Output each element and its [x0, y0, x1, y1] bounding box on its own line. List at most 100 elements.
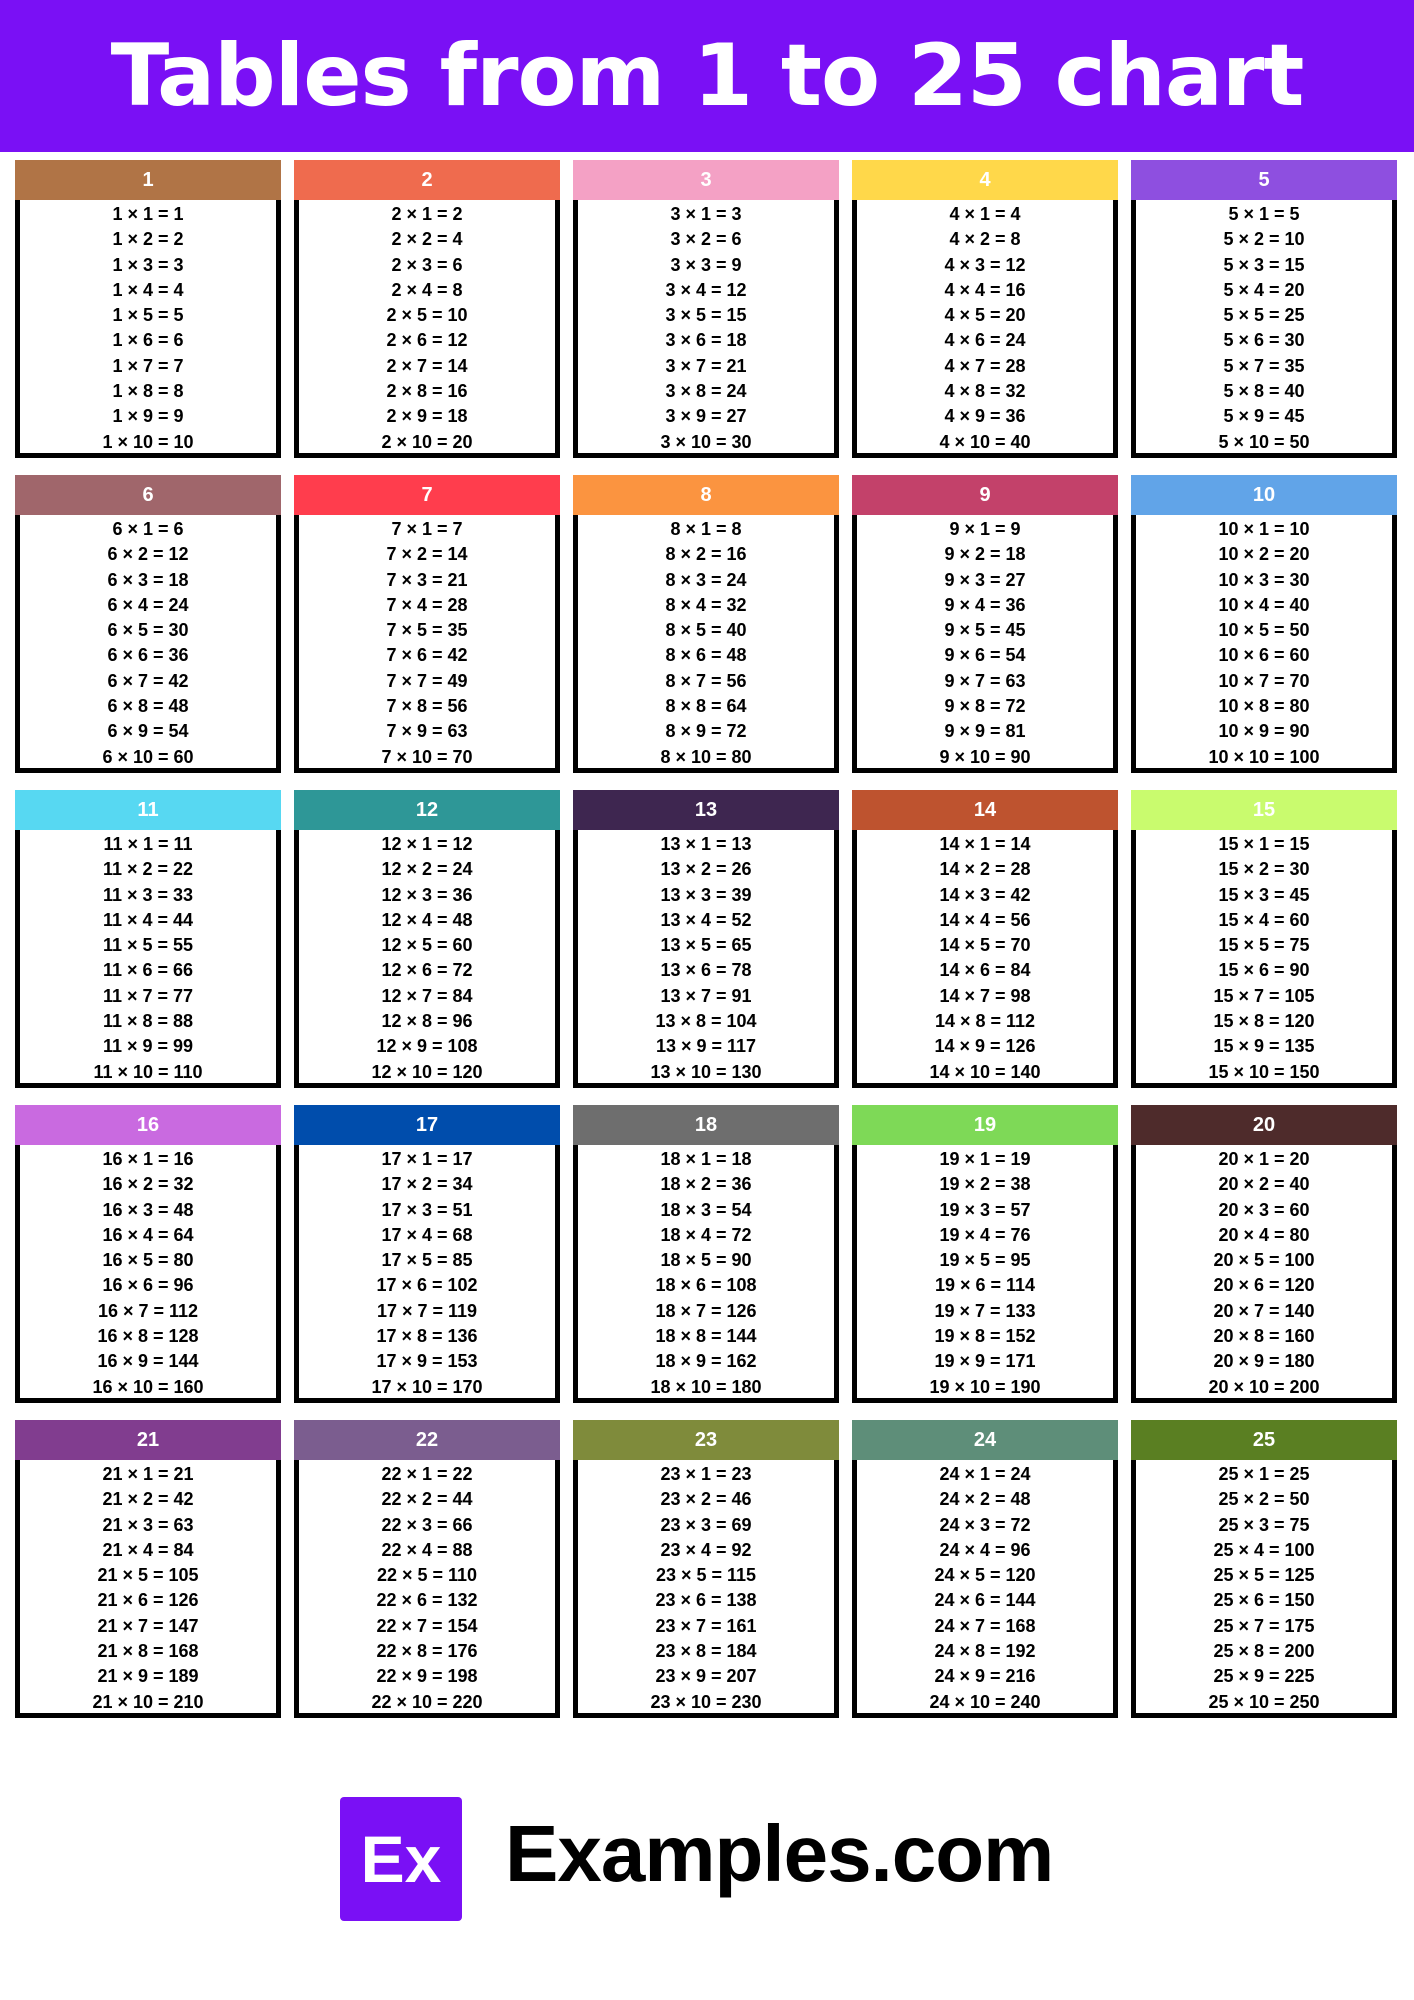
table-header: 17: [294, 1105, 560, 1145]
table-row: 25 × 3 = 75: [1218, 1514, 1310, 1535]
table-row: 20 × 5 = 100: [1213, 1250, 1315, 1271]
page-title: Tables from 1 to 25 chart: [110, 26, 1305, 126]
table-row: 13 × 4 = 52: [660, 909, 752, 930]
table-card-18: 18 18 × 1 = 18 18 × 2 = 36 18 × 3 = 54 18 × …: [573, 1105, 839, 1403]
table-row: 22 × 3 = 66: [381, 1514, 473, 1535]
table-row: 11 × 9 = 99: [102, 1036, 194, 1057]
table-row: 1 × 7 = 7: [112, 355, 184, 376]
table-row: 13 × 5 = 65: [660, 935, 752, 956]
table-row: 15 × 9 = 135: [1213, 1036, 1315, 1057]
table-card-16: 16 16 × 1 = 16 16 × 2 = 32 16 × 3 = 48 16 × …: [15, 1105, 281, 1403]
table-row: 15 × 6 = 90: [1218, 960, 1310, 981]
table-row: 17 × 6 = 102: [376, 1275, 478, 1296]
table-row: 7 × 1 = 7: [391, 519, 463, 539]
table-row: 2 × 9 = 18: [386, 406, 468, 427]
table-row: 14 × 6 = 84: [939, 960, 1031, 981]
table-row: 10 × 1 = 10: [1218, 519, 1310, 539]
table-row: 16 × 2 = 32: [102, 1174, 194, 1195]
table-row: 25 × 9 = 225: [1213, 1666, 1315, 1687]
table-row: 19 × 1 = 19: [939, 1149, 1031, 1169]
table-row: 14 × 7 = 98: [939, 985, 1031, 1006]
table-card-13: 13 13 × 1 = 13 13 × 2 = 26 13 × 3 = 39 13 × …: [573, 790, 839, 1088]
table-header: 13: [573, 790, 839, 830]
table-card-8: 8 8 × 1 = 8 8 × 2 = 16 8 × 3 = 24 8 × 4 = 32…: [573, 475, 839, 773]
table-body: 9 × 1 = 9 9 × 2 = 18 9 × 3 = 27 9 × 4 = 36 9…: [852, 515, 1118, 773]
table-row: 10 × 8 = 80: [1218, 696, 1310, 717]
table-row: 1 × 9 = 9: [112, 406, 184, 427]
table-row: 23 × 8 = 184: [655, 1641, 757, 1662]
table-row: 18 × 1 = 18: [660, 1149, 752, 1169]
table-row: 18 × 7 = 126: [655, 1300, 757, 1321]
table-row: 5 × 2 = 10: [1223, 229, 1305, 250]
table-row: 8 × 10 = 80: [660, 746, 752, 767]
table-card-10: 10 10 × 1 = 10 10 × 2 = 20 10 × 3 = 30 10 × …: [1131, 475, 1397, 773]
table-row: 24 × 3 = 72: [939, 1514, 1031, 1535]
table-row: 12 × 7 = 84: [381, 985, 473, 1006]
table-row: 17 × 8 = 136: [376, 1326, 478, 1347]
table-row: 17 × 3 = 51: [381, 1199, 473, 1220]
table-row: 14 × 8 = 112: [934, 1011, 1036, 1032]
table-card-5: 5 5 × 1 = 5 5 × 2 = 10 5 × 3 = 15 5 × 4 = 20…: [1131, 160, 1397, 458]
table-header: 4: [852, 160, 1118, 200]
table-row: 8 × 9 = 72: [665, 721, 747, 742]
table-row: 1 × 10 = 10: [102, 431, 194, 452]
table-header: 12: [294, 790, 560, 830]
table-row: 23 × 9 = 207: [655, 1666, 757, 1687]
table-row: 19 × 10 = 190: [929, 1376, 1041, 1397]
table-header: 1: [15, 160, 281, 200]
table-row: 10 × 9 = 90: [1218, 721, 1310, 742]
table-row: 17 × 5 = 85: [381, 1250, 473, 1271]
table-row: 6 × 4 = 24: [107, 594, 189, 615]
table-row: 22 × 7 = 154: [376, 1615, 478, 1636]
table-body: 12 × 1 = 12 12 × 2 = 24 12 × 3 = 36 12 × 4 …: [294, 830, 560, 1088]
table-row: 4 × 3 = 12: [944, 254, 1026, 275]
table-body: 21 × 1 = 21 21 × 2 = 42 21 × 3 = 63 21 × 4 …: [15, 1460, 281, 1718]
table-row: 10 × 5 = 50: [1218, 620, 1310, 641]
table-row: 11 × 5 = 55: [102, 935, 194, 956]
table-row: 22 × 8 = 176: [376, 1641, 478, 1662]
table-body: 5 × 1 = 5 5 × 2 = 10 5 × 3 = 15 5 × 4 = 20 5…: [1131, 200, 1397, 458]
table-body: 20 × 1 = 20 20 × 2 = 40 20 × 3 = 60 20 × 4 …: [1131, 1145, 1397, 1403]
table-row: 7 × 8 = 56: [386, 696, 468, 717]
table-row: 5 × 1 = 5: [1228, 204, 1300, 224]
table-header: 20: [1131, 1105, 1397, 1145]
table-row: 20 × 9 = 180: [1213, 1351, 1315, 1372]
table-body: 3 × 1 = 3 3 × 2 = 6 3 × 3 = 9 3 × 4 = 12 3 ×…: [573, 200, 839, 458]
table-row: 21 × 3 = 63: [102, 1514, 194, 1535]
table-row: 9 × 6 = 54: [944, 645, 1026, 666]
table-row: 4 × 8 = 32: [944, 381, 1026, 402]
table-row: 3 × 1 = 3: [670, 204, 742, 224]
table-row: 14 × 5 = 70: [939, 935, 1031, 956]
table-row: 13 × 9 = 117: [655, 1036, 757, 1057]
table-row: 15 × 1 = 15: [1218, 834, 1310, 854]
table-body: 8 × 1 = 8 8 × 2 = 16 8 × 3 = 24 8 × 4 = 32 8…: [573, 515, 839, 773]
table-row: 13 × 6 = 78: [660, 960, 752, 981]
table-row: 10 × 2 = 20: [1218, 544, 1310, 565]
table-card-23: 23 23 × 1 = 23 23 × 2 = 46 23 × 3 = 69 23 × …: [573, 1420, 839, 1718]
table-row: 12 × 10 = 120: [371, 1061, 483, 1082]
table-body: 2 × 1 = 2 2 × 2 = 4 2 × 3 = 6 2 × 4 = 8 2 × …: [294, 200, 560, 458]
table-row: 23 × 1 = 23: [660, 1464, 752, 1484]
table-row: 20 × 2 = 40: [1218, 1174, 1310, 1195]
table-row: 6 × 7 = 42: [107, 670, 189, 691]
table-row: 19 × 6 = 114: [934, 1275, 1036, 1296]
table-header: 19: [852, 1105, 1118, 1145]
table-row: 22 × 4 = 88: [381, 1539, 473, 1560]
table-row: 18 × 2 = 36: [660, 1174, 752, 1195]
table-row: 19 × 3 = 57: [939, 1199, 1031, 1220]
table-row: 25 × 1 = 25: [1218, 1464, 1310, 1484]
table-body: 25 × 1 = 25 25 × 2 = 50 25 × 3 = 75 25 × 4 …: [1131, 1460, 1397, 1718]
table-row: 2 × 3 = 6: [391, 254, 463, 275]
table-row: 21 × 10 = 210: [92, 1691, 204, 1712]
table-row: 4 × 9 = 36: [944, 406, 1026, 427]
table-header: 11: [15, 790, 281, 830]
table-row: 9 × 4 = 36: [944, 594, 1026, 615]
table-row: 11 × 1 = 11: [103, 834, 193, 854]
table-row: 5 × 6 = 30: [1223, 330, 1305, 351]
table-header: 7: [294, 475, 560, 515]
table-row: 24 × 10 = 240: [929, 1691, 1041, 1712]
table-row: 17 × 1 = 17: [381, 1149, 473, 1169]
table-row: 16 × 10 = 160: [92, 1376, 204, 1397]
